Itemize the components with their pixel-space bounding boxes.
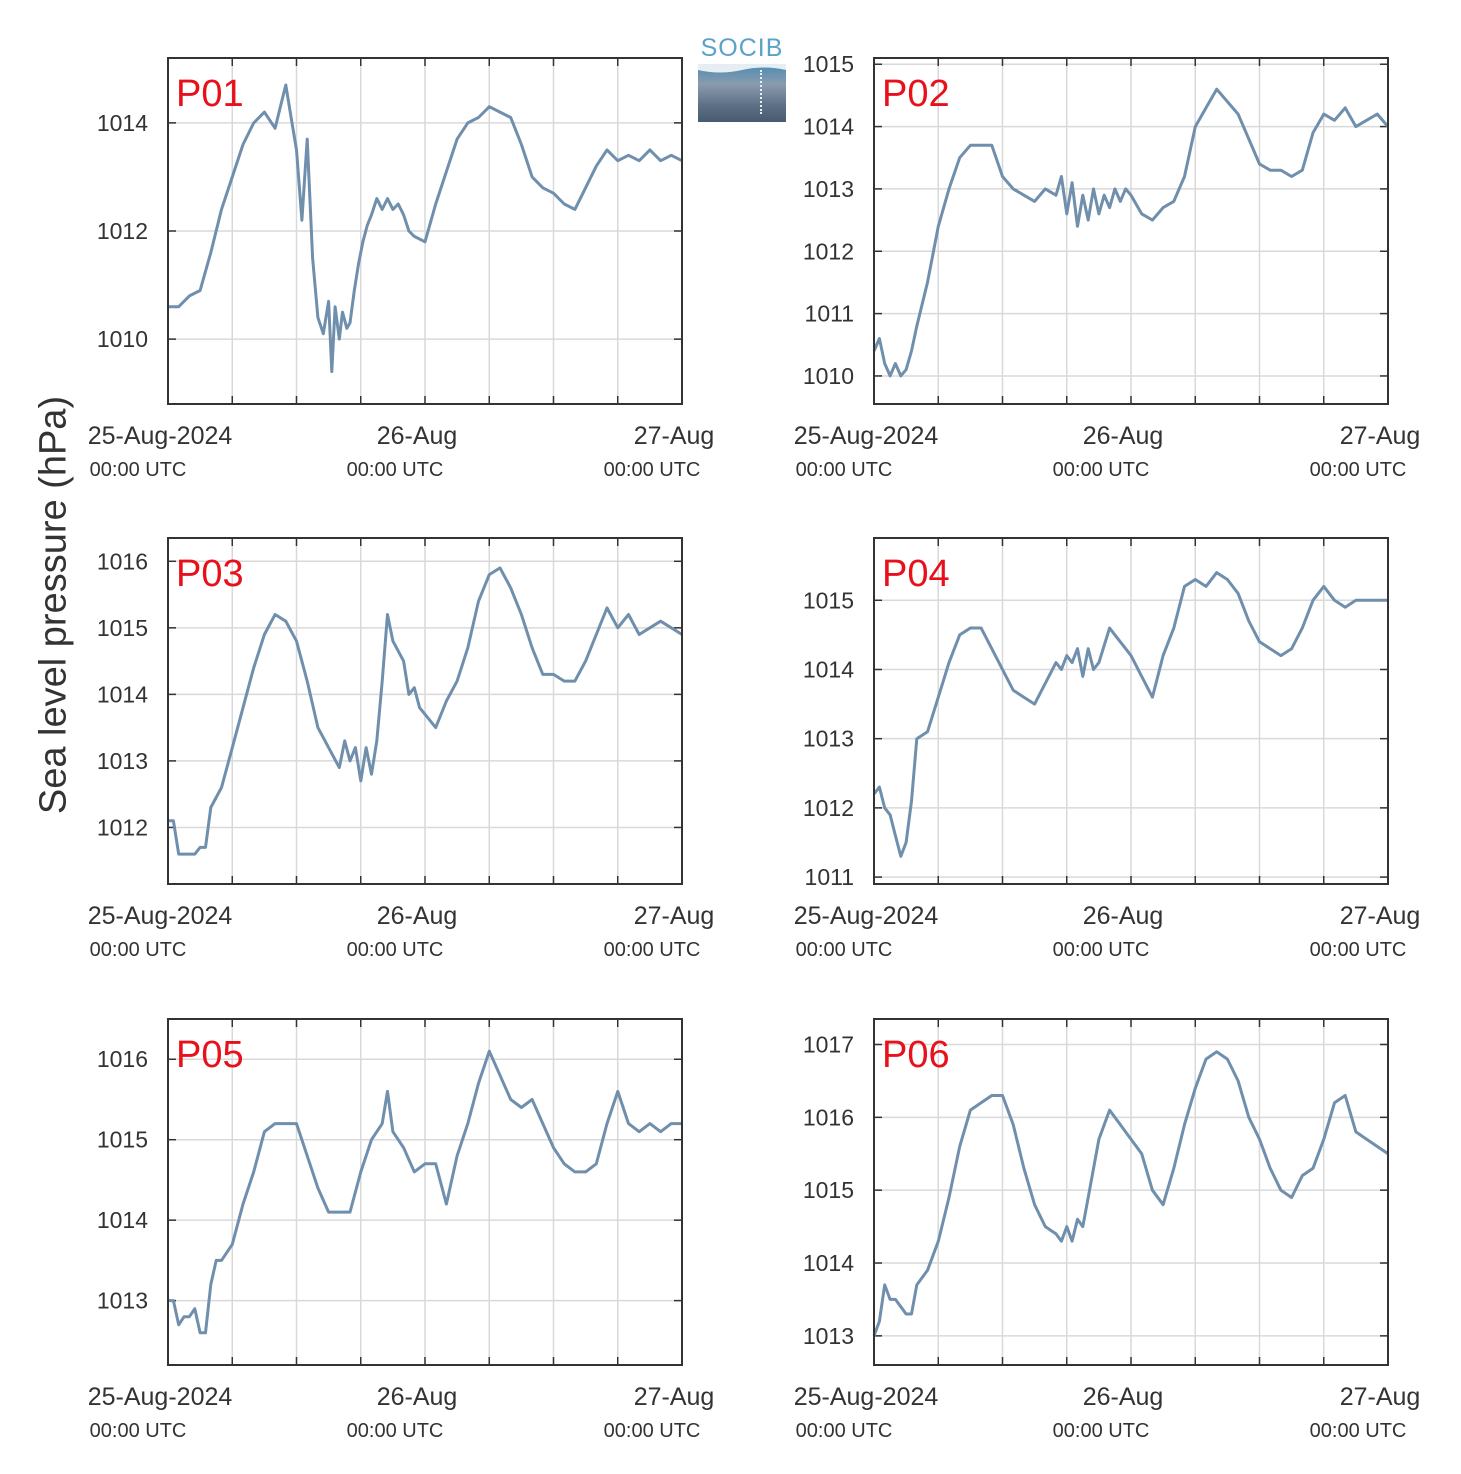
plot-frame (873, 537, 1389, 885)
x-tick-label-date: 26-Aug (1083, 902, 1164, 930)
y-tick-label: 1013 (803, 1323, 854, 1349)
x-tick-label-time: 00:00 UTC (347, 459, 444, 481)
plot-frame (167, 537, 683, 885)
x-tick-label-time: 00:00 UTC (1053, 459, 1150, 481)
panel-label-p05: P05 (176, 1034, 244, 1076)
x-tick-label-time: 00:00 UTC (1053, 1420, 1150, 1442)
y-tick-label: 1012 (803, 238, 854, 264)
series-line-p02 (872, 87, 1390, 378)
x-tick-label-date: 27-Aug (634, 902, 715, 930)
plot-frame (167, 1018, 683, 1366)
x-tick-label-time: 00:00 UTC (1310, 459, 1407, 481)
plot-frame (873, 57, 1389, 405)
y-tick-label: 1010 (803, 363, 854, 389)
x-tick-label-time: 00:00 UTC (796, 939, 893, 961)
panel-label-p06: P06 (882, 1034, 950, 1076)
y-tick-label: 1017 (803, 1031, 854, 1057)
series-line-p05 (168, 1049, 682, 1335)
plot-frame (873, 1018, 1389, 1366)
y-tick-label: 1011 (805, 864, 854, 890)
x-tick-label-time: 00:00 UTC (604, 459, 701, 481)
y-tick-label: 1014 (803, 114, 854, 140)
x-tick-label-time: 00:00 UTC (604, 1420, 701, 1442)
x-tick-label-date: 26-Aug (1083, 1383, 1164, 1411)
x-tick-label-time: 00:00 UTC (347, 939, 444, 961)
y-axis-label-container: Sea level pressure (hPa) (30, 245, 78, 965)
x-tick-label-time: 00:00 UTC (1310, 1420, 1407, 1442)
x-tick-label-date: 27-Aug (634, 422, 715, 450)
x-tick-label-date: 27-Aug (634, 1383, 715, 1411)
panel-label-p02: P02 (882, 73, 950, 115)
series-line-p03 (168, 566, 683, 856)
y-tick-label: 1015 (803, 1177, 854, 1203)
panel-p04: 1011 1012 1013 1014 1015 25-Aug-2024 00:00 UTC… (794, 537, 1421, 961)
x-tick-label-date: 27-Aug (1340, 902, 1421, 930)
y-tick-label: 1016 (97, 548, 148, 574)
x-tick-label-time: 00:00 UTC (90, 939, 187, 961)
x-tick-label-date: 27-Aug (1340, 422, 1421, 450)
y-tick-label: 1013 (803, 176, 854, 202)
x-tick-label-date: 26-Aug (1083, 422, 1164, 450)
y-tick-label: 1012 (97, 218, 148, 244)
panel-p03: 1012 1013 1014 1015 1016 25-Aug-2024 00:00 UTC… (88, 537, 715, 961)
panel-p02: 1010 1011 1012 1013 1014 1015 25-Aug-2024 00:00… (794, 51, 1421, 481)
x-tick-label-time: 00:00 UTC (1053, 939, 1150, 961)
y-tick-label: 1013 (97, 1288, 148, 1314)
socib-logo-icon: SOCIB (697, 34, 787, 124)
y-tick-label: 1016 (803, 1104, 854, 1130)
plot-frame (167, 57, 683, 405)
x-tick-label-time: 00:00 UTC (90, 459, 187, 481)
y-tick-label: 1010 (97, 326, 148, 352)
y-tick-label: 1014 (97, 110, 148, 136)
x-tick-label-date: 25-Aug-2024 (794, 1383, 939, 1411)
y-tick-label: 1013 (97, 748, 148, 774)
y-tick-label: 1014 (97, 1207, 148, 1233)
y-tick-label: 1015 (803, 51, 854, 77)
y-tick-label: 1014 (803, 656, 854, 682)
x-tick-label-date: 26-Aug (377, 902, 458, 930)
logo-graphic (698, 64, 786, 122)
x-tick-label-date: 26-Aug (377, 422, 458, 450)
panel-label-p04: P04 (882, 553, 950, 595)
y-tick-label: 1015 (803, 587, 854, 613)
x-tick-label-time: 00:00 UTC (604, 939, 701, 961)
logo-text: SOCIB (700, 34, 784, 62)
x-tick-label-time: 00:00 UTC (796, 1420, 893, 1442)
y-tick-label: 1014 (803, 1250, 854, 1276)
y-tick-label: 1014 (97, 681, 148, 707)
y-tick-label: 1015 (97, 615, 148, 641)
panel-label-p03: P03 (176, 553, 244, 595)
x-tick-label-time: 00:00 UTC (1310, 939, 1407, 961)
y-tick-label: 1012 (97, 814, 148, 840)
x-tick-label-date: 25-Aug-2024 (88, 902, 233, 930)
y-tick-label: 1013 (803, 726, 854, 752)
series-line-p06 (872, 1050, 1389, 1337)
x-tick-label-time: 00:00 UTC (90, 1420, 187, 1442)
x-tick-label-time: 00:00 UTC (796, 459, 893, 481)
y-axis-label: Sea level pressure (hPa) (32, 395, 75, 815)
panel-p01: 1010 1012 1014 25-Aug-2024 00:00 UTC 26-Aug 00… (88, 57, 715, 481)
y-tick-label: 1011 (805, 301, 854, 327)
x-tick-label-date: 25-Aug-2024 (794, 902, 939, 930)
y-tick-label: 1016 (97, 1046, 148, 1072)
x-tick-label-time: 00:00 UTC (347, 1420, 444, 1442)
panel-label-p01: P01 (176, 73, 244, 115)
panel-p05: 1013 1014 1015 1016 25-Aug-2024 00:00 UTC 26-A… (88, 1018, 715, 1442)
y-tick-label: 1015 (97, 1127, 148, 1153)
x-tick-label-date: 25-Aug-2024 (794, 422, 939, 450)
series-line-p04 (872, 571, 1388, 858)
x-tick-label-date: 27-Aug (1340, 1383, 1421, 1411)
series-line-p01 (168, 83, 683, 374)
x-tick-label-date: 25-Aug-2024 (88, 422, 233, 450)
x-tick-label-date: 25-Aug-2024 (88, 1383, 233, 1411)
panel-p06: 1013 1014 1015 1016 1017 25-Aug-2024 00:00 UTC… (794, 1018, 1421, 1442)
x-tick-label-date: 26-Aug (377, 1383, 458, 1411)
y-tick-label: 1012 (803, 795, 854, 821)
